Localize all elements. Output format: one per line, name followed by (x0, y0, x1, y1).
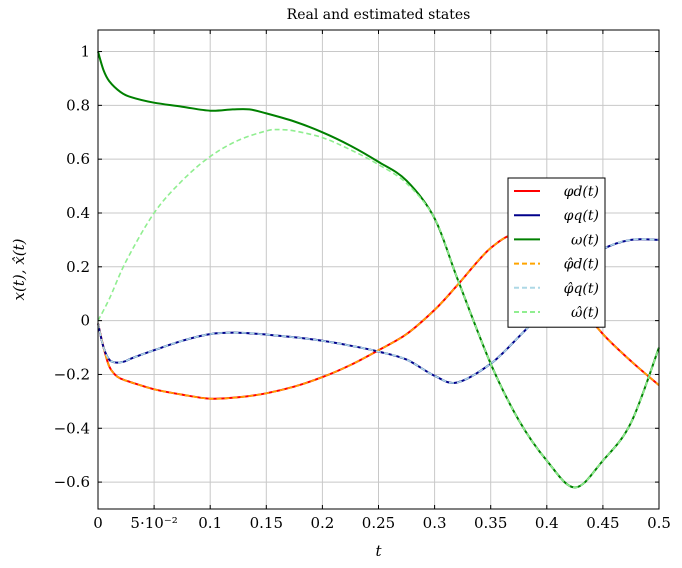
x-tick-label: 0.25 (362, 514, 395, 532)
x-tick-label: 0.1 (198, 514, 222, 532)
legend-label: φ̂d(t) (564, 257, 599, 273)
tick-labels: 0 5·10⁻² 0.1 0.15 0.2 0.25 0.3 0.35 0.4 0.45 0.5 1 0… (54, 30, 671, 532)
y-tick-label: −0.6 (54, 473, 90, 491)
y-tick-label: 0.2 (66, 258, 90, 276)
x-tick-label: 0.35 (474, 514, 507, 532)
x-tick-label: 0.2 (310, 514, 334, 532)
y-tick-label: 0.6 (66, 150, 90, 168)
legend: φd(t) φq(t) ω(t) φ̂d(t) φ̂q(t) ω̂(t) (507, 177, 606, 328)
y-tick-label: −0.4 (54, 419, 90, 437)
series-line-6 (97, 128, 660, 489)
x-tick-label: 0.4 (535, 514, 559, 532)
x-axis-label: t (375, 542, 382, 560)
y-tick-label: 1 (80, 43, 90, 61)
legend-label: ω(t) (571, 232, 599, 248)
x-tick-label: 0.45 (586, 514, 619, 532)
legend-label: ω̂(t) (571, 305, 599, 321)
legend-box (507, 177, 606, 328)
x-tick-label: 5·10⁻² (130, 514, 177, 532)
y-tick-label: −0.2 (54, 365, 90, 383)
x-tick-label: 0 (93, 514, 103, 532)
chart-title: Real and estimated states (287, 7, 471, 23)
legend-label: φ̂q(t) (564, 281, 599, 297)
y-tick-label: 0.4 (66, 204, 90, 222)
y-axis-label: x(t), x̂(t) (10, 238, 28, 300)
x-tick-label: 0.15 (250, 514, 283, 532)
legend-label: φq(t) (564, 208, 599, 224)
x-tick-label: 0.3 (423, 514, 447, 532)
x-tick-label: 0.5 (647, 514, 671, 532)
legend-label: φd(t) (564, 184, 599, 200)
y-tick-label: 0.8 (66, 96, 90, 114)
y-tick-label: 0 (80, 312, 90, 330)
series-line-4 (97, 233, 660, 400)
